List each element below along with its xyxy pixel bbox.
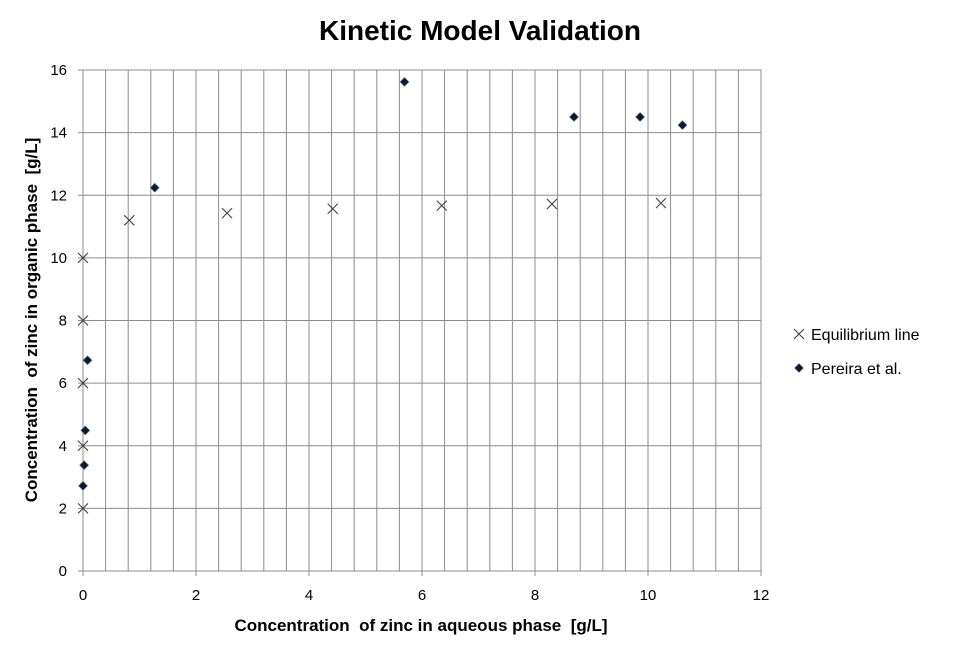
pereira-point [569,112,579,122]
y-tick-label: 14 [50,125,67,142]
equilibrium-point [546,198,558,210]
legend-label-equilibrium: Equilibrium line [811,327,920,344]
y-tick-label: 2 [59,500,67,517]
y-tick-label: 0 [59,563,67,580]
pereira-point [149,182,160,193]
pereira-point [80,425,91,436]
legend-markers [793,328,805,373]
x-axis-title: Concentration of zinc in aqueous phase [… [234,616,607,635]
pereira-point [78,480,88,491]
equilibrium-point [77,252,89,264]
x-tick-label: 2 [192,587,200,604]
y-tick-label: 10 [50,250,67,267]
pereira-point [635,112,646,122]
pereira-point [677,120,688,131]
x-tick-label: 8 [531,587,539,604]
y-axis-title: Concentration of zinc in organic phase [… [22,138,41,503]
pereira-point [399,76,410,87]
pereira-point [79,460,90,471]
equilibrium-point [77,502,89,514]
equilibrium-point [123,214,135,226]
legend-marker-pereira [794,363,804,373]
legend-marker-equilibrium [793,328,805,340]
grid [83,70,761,571]
equilibrium-point [77,315,89,326]
x-tick-label: 10 [640,587,657,604]
y-tick-label: 6 [59,375,67,392]
legend: Equilibrium line Pereira et al. [793,327,920,378]
equilibrium-point [221,207,233,219]
equilibrium-point [77,377,89,389]
tick-labels: 0 2 4 6 8 10 12 14 16 0 2 4 6 8 10 12 [50,62,769,604]
y-tick-label: 8 [59,313,67,330]
pereira-point [82,355,93,366]
chart-title: Kinetic Model Validation [319,15,641,46]
y-tick-label: 16 [50,62,67,79]
data-points [77,76,688,514]
x-tick-label: 0 [79,587,87,604]
equilibrium-point [436,200,448,211]
equilibrium-point [655,197,667,209]
y-tick-label: 12 [50,187,67,204]
x-tick-label: 6 [418,587,426,604]
x-tick-label: 12 [753,587,770,604]
equilibrium-point [327,203,339,215]
legend-label-pereira: Pereira et al. [811,361,902,378]
y-tick-label: 4 [59,438,67,455]
equilibrium-point [77,440,89,452]
x-tick-label: 4 [305,587,313,604]
